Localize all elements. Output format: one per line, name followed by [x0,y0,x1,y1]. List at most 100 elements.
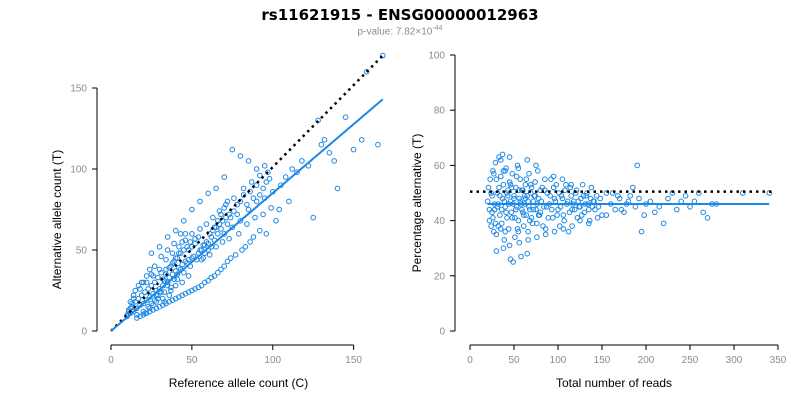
left-data-point [181,218,187,224]
right-points [484,151,773,265]
left-y-tick-label: 0 [81,327,87,338]
right-data-point [577,217,583,224]
left-data-point [140,279,147,286]
right-data-point [579,212,585,218]
right-data-point [508,184,515,191]
left-data-point [140,308,147,315]
left-data-point [197,226,203,232]
right-data-point [498,220,505,227]
left-data-point [205,240,211,247]
left-data-point [171,240,177,247]
right-data-point [505,187,511,193]
right-data-point [583,193,590,199]
right-data-point [509,170,516,177]
right-data-point [556,190,562,196]
pvalue-subtitle: p-value: 7.82×10-44 [0,25,800,37]
right-data-point [502,168,509,174]
left-data-point [263,231,270,237]
left-data-point [224,258,231,265]
left-data-point [143,273,150,279]
left-data-point [192,240,198,247]
left-data-point [177,231,184,237]
right-data-point [493,176,500,182]
left-data-point [215,231,221,237]
right-data-point [525,198,531,205]
right-data-point [682,193,689,199]
right-data-point [516,187,523,193]
left-data-point [197,247,203,253]
right-data-point [533,206,539,213]
left-data-point [172,255,179,261]
left-data-point [318,141,325,148]
left-y-axis-title: Alternative allele count (T) [50,150,64,289]
left-data-point [172,295,179,302]
left-data-point [331,158,338,164]
left-data-point [263,179,270,185]
left-y-tick-label: 50 [76,246,88,257]
right-y-axis-title: Percentage alternative (T) [410,134,424,273]
left-data-point [176,244,182,250]
right-data-point [647,198,654,205]
left-data-point [158,289,164,295]
left-data-point [226,235,232,242]
right-data-point [495,223,502,229]
left-data-point [240,185,247,192]
right-data-point [512,234,518,240]
left-data-point [171,258,177,265]
left-y-tick-label: 150 [70,84,87,95]
right-data-point [595,204,602,210]
left-data-point [190,253,197,260]
left-data-point [221,174,227,180]
right-data-point [552,198,559,205]
right-data-point [520,223,527,229]
right-data-point [532,193,538,199]
left-data-point [172,268,179,274]
left-data-point [218,226,224,232]
right-data-point [500,181,507,188]
right-data-point [579,181,586,188]
left-data-point [227,255,234,261]
right-data-point [700,209,707,216]
right-data-point [492,159,499,166]
right-y-tick-label: 100 [428,51,445,62]
right-data-point [586,206,592,213]
right-data-point [561,217,568,224]
left-data-point [342,114,349,120]
right-data-point [515,228,522,235]
right-data-point [527,217,533,224]
right-data-point [638,228,645,235]
left-data-point [245,158,252,164]
left-data-point [231,195,237,201]
left-data-point [276,206,283,213]
left-data-point [218,266,224,273]
left-data-point [247,239,253,245]
left-data-point [299,158,305,164]
left-data-point [282,174,289,180]
right-data-point [559,195,566,202]
left-data-point [310,214,317,221]
left-data-point [176,250,182,256]
left-data-point [268,205,274,211]
left-data-point [202,279,208,286]
right-data-point [520,209,526,216]
left-x-axis-title: Reference allele count (C) [169,376,308,390]
left-data-point [135,282,142,289]
right-data-point [498,206,505,213]
left-reference-line [110,54,384,332]
left-data-point [206,252,213,258]
left-data-point [253,166,260,172]
right-data-point [524,157,531,163]
right-data-point [545,215,552,221]
right-data-point [501,237,508,243]
right-data-point [507,181,514,188]
left-data-point [237,218,244,224]
left-x-tick-label: 100 [264,355,281,366]
right-data-point [523,212,530,218]
right-data-point [506,154,513,160]
left-data-point [221,205,227,211]
right-data-point [484,198,491,205]
right-data-point [557,204,564,210]
left-data-point [260,185,266,192]
left-data-point [203,239,210,245]
left-data-point [163,256,169,263]
